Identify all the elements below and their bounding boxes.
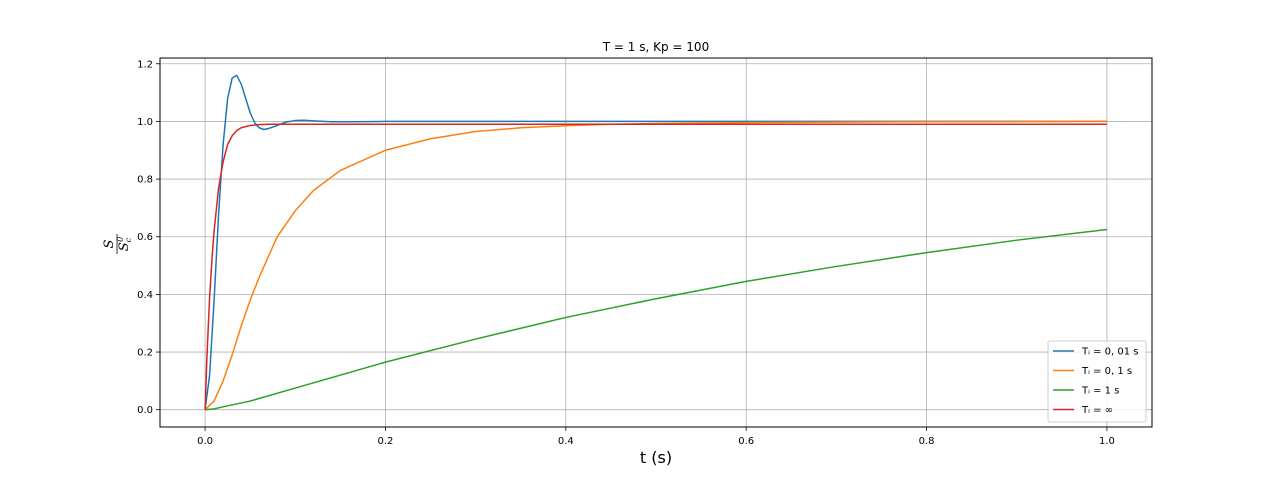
legend-label: Tᵢ = ∞	[1081, 405, 1113, 416]
x-tick-label: 0.6	[738, 436, 754, 447]
grid	[160, 58, 1152, 427]
y-tick-label: 0.8	[137, 175, 153, 186]
y-tick-label: 0.4	[137, 290, 153, 301]
x-axis-label: t (s)	[640, 448, 672, 467]
y-tick-label: 1.2	[137, 59, 153, 70]
x-tick-label: 0.0	[197, 436, 213, 447]
legend-label: Tᵢ = 1 s	[1081, 386, 1119, 397]
legend: Tᵢ = 0, 01 s Tᵢ = 0, 1 s Tᵢ = 1 s Tᵢ = ∞	[1047, 340, 1147, 423]
x-tick-label: 0.2	[378, 436, 394, 447]
y-axis-label-denominator: Sc0	[116, 237, 133, 251]
x-tick-label: 0.4	[558, 436, 574, 447]
legend-label: Tᵢ = 0, 01 s	[1081, 347, 1138, 358]
y-tick-label: 1.0	[137, 117, 153, 128]
y-tick-label: 0.2	[137, 348, 153, 359]
series-line-0	[204, 74, 1107, 410]
y-axis-label-numerator: S	[102, 239, 117, 248]
x-tick-label: 0.8	[919, 436, 935, 447]
plot-frame	[159, 57, 1153, 428]
y-tick-label: 0.6	[137, 232, 153, 243]
legend-label: Tᵢ = 0, 1 s	[1081, 366, 1132, 377]
legend-box	[1047, 340, 1147, 423]
x-tick-label: 1.0	[1099, 436, 1115, 447]
y-axis-label: S Sc0	[102, 234, 133, 254]
series-line-3	[204, 123, 1107, 410]
series-line-2	[205, 228, 1107, 411]
series-lines	[204, 74, 1107, 411]
ticks: 0.0 0.2 0.4 0.6 0.8 1.0 0.0 0.2 0.4 0.6 0.8 1.0 1.2	[137, 59, 1115, 447]
y-tick-label: 0.0	[137, 405, 153, 416]
chart-title: T = 1 s, Kp = 100	[602, 40, 709, 54]
